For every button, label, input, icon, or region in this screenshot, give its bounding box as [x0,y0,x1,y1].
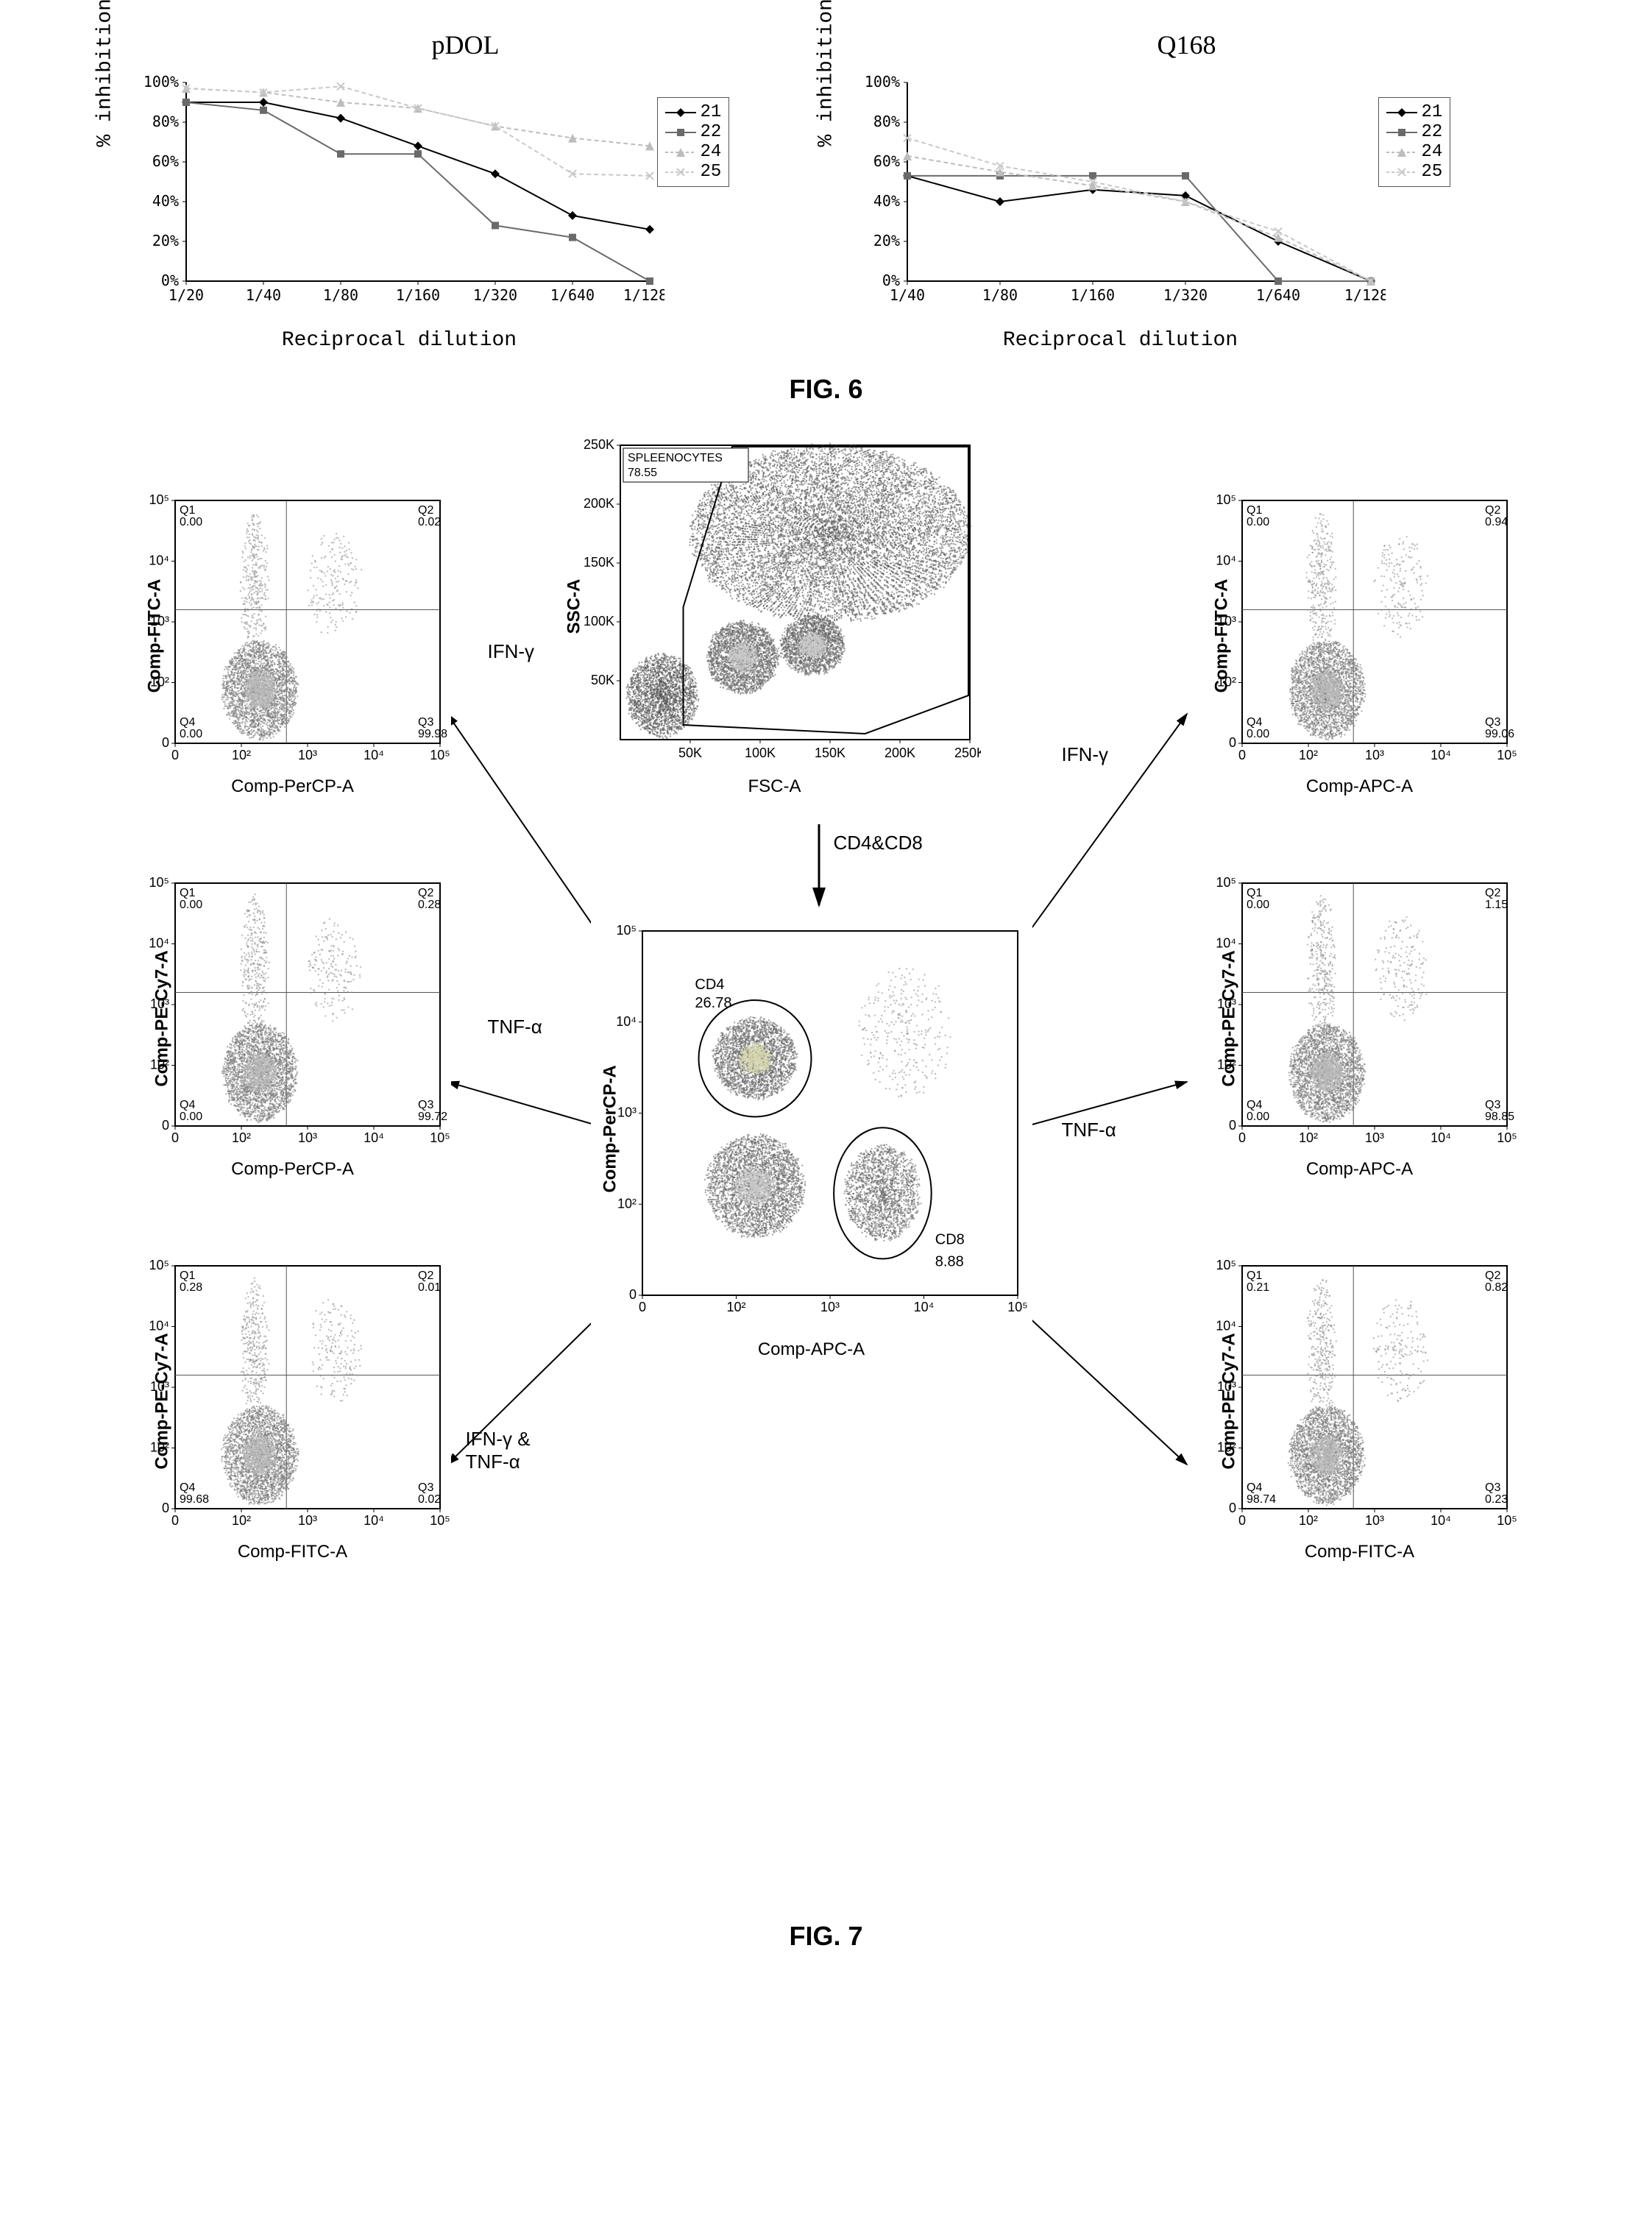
xlabel: Comp-APC-A [1202,1159,1518,1180]
xlabel: Comp-APC-A [591,1339,1032,1360]
ylabel: Comp-PE-Cy7-A [1219,1333,1239,1469]
x-axis-label: Reciprocal dilution [856,329,1386,352]
svg-text:1/20: 1/20 [168,286,203,304]
xlabel: Comp-PerCP-A [135,776,451,797]
svg-text:150K: 150K [814,746,845,760]
fig6-row: pDOL % inhibition 0%20%40%60%80%100%1/20… [44,29,1608,352]
ylabel: Comp-PE-Cy7-A [1219,950,1239,1086]
svg-text:1/1280: 1/1280 [623,286,664,304]
right-both-panel: 010²10³10⁴10⁵010²10³10⁴10⁵Q10.21Q20.82Q3… [1202,1258,1518,1538]
svg-text:1/40: 1/40 [889,286,924,304]
ifng-label: IFN-γ [488,640,535,663]
scatter-svg: 010²10³10⁴10⁵010²10³10⁴10⁵CD426.78CD88.8… [591,920,1032,1332]
pdol-chart: pDOL % inhibition 0%20%40%60%80%100%1/20… [135,29,797,352]
svg-text:1/160: 1/160 [1070,286,1114,304]
ylabel: Comp-FITC-A [144,579,165,693]
svg-text:50K: 50K [590,673,614,687]
svg-text:50K: 50K [678,746,701,760]
chart-title: pDOL [135,29,797,60]
xlabel: Comp-FITC-A [135,1542,451,1562]
fig6-caption: FIG. 6 [44,374,1608,405]
pdol-svg: 0%20%40%60%80%100%1/201/401/801/1601/320… [135,68,664,318]
left-tnfa-panel: 010²10³10⁴10⁵010²10³10⁴10⁵Q10.00Q20.28Q3… [135,876,451,1155]
ifng-label: IFN-γ [1062,743,1109,766]
legend: 21222425 [1378,97,1451,187]
scatter-svg: 010²10³10⁴10⁵010²10³10⁴10⁵Q10.00Q20.28Q3… [135,876,451,1155]
svg-text:60%: 60% [873,152,899,170]
left-both-panel: 010²10³10⁴10⁵010²10³10⁴10⁵Q10.28Q20.01Q3… [135,1258,451,1538]
y-axis-label: % inhibition [93,0,116,147]
svg-text:1/80: 1/80 [322,286,358,304]
ylabel: Comp-FITC-A [1211,579,1232,693]
chart-title: Q168 [856,29,1518,60]
svg-text:1/640: 1/640 [1255,286,1300,304]
fig7-caption: FIG. 7 [44,1921,1608,1952]
ylabel: Comp-PE-Cy7-A [152,1333,172,1469]
both-label: IFN-γ & TNF-α [466,1428,531,1473]
svg-text:40%: 40% [152,192,178,210]
tnfa-label: TNF-α [1062,1119,1116,1141]
svg-text:1/320: 1/320 [472,286,517,304]
scatter-svg: 010²10³10⁴10⁵010²10³10⁴10⁵Q10.00Q20.94Q3… [1202,493,1518,773]
ylabel: SSC-A [564,579,584,634]
left-ifng-panel: 010²10³10⁴10⁵010²10³10⁴10⁵Q10.00Q20.02Q3… [135,493,451,773]
svg-text:1/80: 1/80 [982,286,1017,304]
svg-text:200K: 200K [884,746,915,760]
svg-text:1/1280: 1/1280 [1344,286,1385,304]
svg-text:100%: 100% [143,73,178,91]
scatter-svg: 010²10³10⁴10⁵010²10³10⁴10⁵Q10.00Q21.15Q3… [1202,876,1518,1155]
xlabel: FSC-A [569,776,981,797]
legend: 21222425 [657,97,730,187]
cd4cd8-label: CD4&CD8 [834,832,923,854]
q168-chart: Q168 % inhibition 0%20%40%60%80%100%1/40… [856,29,1518,352]
cd-panel: 010²10³10⁴10⁵010²10³10⁴10⁵CD426.78CD88.8… [591,920,1032,1332]
scatter-svg: 010²10³10⁴10⁵010²10³10⁴10⁵Q10.21Q20.82Q3… [1202,1258,1518,1538]
y-axis-label: % inhibition [815,0,837,147]
xlabel: Comp-PerCP-A [135,1159,451,1180]
scatter-svg: 50K50K100K100K150K150K200K200K250K250KSP… [569,434,981,773]
q168-svg: 0%20%40%60%80%100%1/401/801/1601/3201/64… [856,68,1386,318]
svg-text:100K: 100K [583,614,614,628]
fig7-wrap: 50K50K100K100K150K150K200K200K250K250KSP… [54,434,1599,1906]
svg-text:250K: 250K [954,746,980,760]
svg-text:80%: 80% [873,113,899,130]
spleen-panel: 50K50K100K100K150K150K200K200K250K250KSP… [569,434,981,773]
svg-text:250K: 250K [583,437,614,452]
svg-text:1/320: 1/320 [1163,286,1207,304]
ylabel: Comp-PerCP-A [600,1065,620,1192]
svg-text:150K: 150K [583,555,614,570]
xlabel: Comp-FITC-A [1202,1542,1518,1562]
svg-text:1/160: 1/160 [395,286,439,304]
scatter-svg: 010²10³10⁴10⁵010²10³10⁴10⁵Q10.00Q20.02Q3… [135,493,451,773]
right-tnfa-panel: 010²10³10⁴10⁵010²10³10⁴10⁵Q10.00Q21.15Q3… [1202,876,1518,1155]
svg-text:100%: 100% [864,73,899,91]
svg-text:40%: 40% [873,192,899,210]
svg-text:100K: 100K [744,746,775,760]
tnfa-label: TNF-α [488,1016,542,1038]
svg-text:1/640: 1/640 [550,286,594,304]
xlabel: Comp-APC-A [1202,776,1518,797]
svg-text:200K: 200K [583,496,614,511]
ylabel: Comp-PE-Cy7-A [152,950,172,1086]
svg-text:1/40: 1/40 [245,286,280,304]
svg-text:80%: 80% [152,113,178,130]
right-ifng-panel: 010²10³10⁴10⁵010²10³10⁴10⁵Q10.00Q20.94Q3… [1202,493,1518,773]
svg-text:60%: 60% [152,152,178,170]
scatter-svg: 010²10³10⁴10⁵010²10³10⁴10⁵Q10.28Q20.01Q3… [135,1258,451,1538]
svg-text:20%: 20% [873,232,899,249]
svg-text:20%: 20% [152,232,178,249]
x-axis-label: Reciprocal dilution [135,329,664,352]
